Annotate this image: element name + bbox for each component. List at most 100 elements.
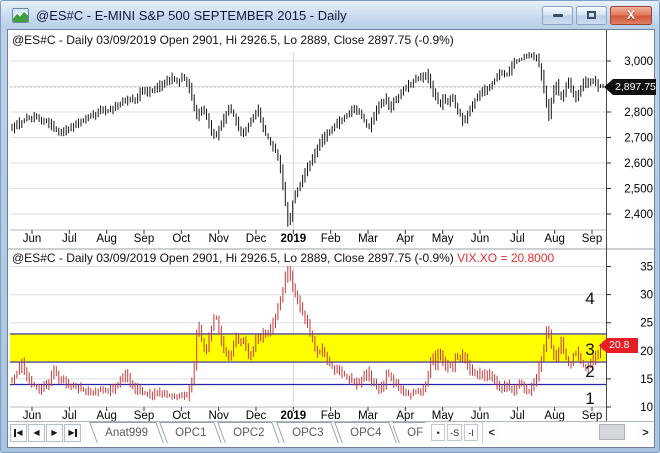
- y-axis-label: 30: [640, 290, 653, 302]
- tab-clipped-label: OF: [407, 427, 424, 439]
- maximize-button[interactable]: [576, 5, 607, 25]
- close-icon: X: [626, 8, 635, 22]
- x-axis-label: Jun: [471, 233, 490, 245]
- titlebar[interactable]: @ES#C - E-MINI S&P 500 SEPTEMBER 2015 - …: [1, 1, 659, 29]
- prev-tab-button[interactable]: ◀: [28, 423, 45, 442]
- series-bars: [11, 266, 604, 402]
- x-axis-label: Feb: [321, 233, 341, 245]
- snap-mode-button[interactable]: -S: [447, 424, 463, 441]
- last-tab-icon: [74, 428, 77, 437]
- tab-opc1[interactable]: OPC1: [159, 422, 223, 443]
- y-axis-label: 2,800: [624, 107, 653, 119]
- tab-opc2[interactable]: OPC2: [217, 422, 281, 443]
- x-axis-label: Aug: [96, 410, 116, 422]
- x-axis-label: Oct: [172, 410, 191, 422]
- chart-app-icon: [12, 7, 29, 23]
- tab-label: Anat999: [105, 427, 149, 439]
- x-axis-label: Jul: [510, 410, 525, 422]
- y-axis-label: 25: [640, 318, 653, 330]
- x-axis-label: Dec: [246, 410, 267, 422]
- x-axis-label: Nov: [208, 410, 229, 422]
- charts-canvas[interactable]: 3,000 2,800 2,700 2,600 2,500 2,400 35 30 25 20 15…: [8, 30, 656, 445]
- scroll-right-button[interactable]: >: [637, 422, 654, 443]
- x-axis-label: Sep: [582, 233, 602, 245]
- chart-area: 3,000 2,800 2,700 2,600 2,500 2,400 35 30 25 20 15…: [7, 29, 656, 448]
- zone-label-4: 4: [585, 289, 594, 308]
- tab-anat999[interactable]: Anat999: [89, 422, 164, 443]
- x-axis-label: Jun: [23, 410, 42, 422]
- first-tab-button[interactable]: ◀: [10, 423, 27, 442]
- first-tab-icon: [14, 428, 17, 437]
- y-axis-label: 2,700: [624, 133, 653, 145]
- y-axis-label: 35: [640, 262, 653, 274]
- x-axis-label: Mar: [358, 410, 378, 422]
- zone-label-1: 1: [585, 389, 594, 408]
- top-pane-header: @ES#C - Daily 03/09/2019 Open 2901, Hi 2…: [12, 33, 454, 47]
- scrollbar-track[interactable]: [500, 422, 637, 443]
- x-axis-label: Jun: [23, 233, 42, 245]
- x-axis-label: Jul: [62, 410, 77, 422]
- minimize-icon: [552, 13, 563, 17]
- x-axis-label: Sep: [134, 410, 154, 422]
- last-price-tag: 2,897.75: [604, 79, 656, 95]
- x-axis-label: Oct: [172, 233, 191, 245]
- x-axis-label: Nov: [208, 233, 229, 245]
- y-axis-label: 3,000: [624, 56, 653, 68]
- x-axis-label: May: [432, 410, 454, 422]
- x-axis-label: Jul: [510, 233, 525, 245]
- series-bars: [11, 52, 604, 227]
- tab-label: OPC2: [233, 427, 265, 439]
- tab-overflow-button[interactable]: •: [431, 424, 446, 441]
- maximize-icon: [587, 11, 596, 19]
- x-axis-label: Jun: [471, 410, 490, 422]
- x-axis-label: 2019: [281, 410, 307, 422]
- tab-nav-group: ◀ ◀ ▶ ▶: [8, 422, 84, 443]
- minimize-button[interactable]: [542, 5, 573, 25]
- close-button[interactable]: X: [610, 5, 652, 25]
- bottom-pane-header-indicator: VIX.XO = 20.8000: [453, 251, 555, 265]
- y-axis-label: 20: [640, 346, 653, 358]
- x-axis-label: Mar: [358, 233, 378, 245]
- zone-label-3: 3: [585, 340, 594, 359]
- workspace-tab-bar: ◀ ◀ ▶ ▶ Anat999 OPC1 OPC2 OPC3 OPC4 OF • -S …: [8, 421, 654, 443]
- tab-clipped[interactable]: OF: [393, 422, 426, 443]
- x-axis-label: Dec: [246, 233, 267, 245]
- tab-opc3[interactable]: OPC3: [275, 422, 339, 443]
- x-axis-label: Sep: [582, 410, 602, 422]
- tabs: Anat999 OPC1 OPC2 OPC3 OPC4: [89, 422, 397, 443]
- x-axis-label: Apr: [396, 410, 414, 422]
- tab-mini-buttons: • -S -I: [429, 422, 479, 443]
- y-axis-label: 2,400: [624, 209, 653, 221]
- bottom-pane-header: @ES#C - Daily 03/09/2019 Open 2901, Hi 2…: [12, 251, 554, 265]
- y-axis-label: 10: [640, 402, 653, 414]
- scrollbar-thumb[interactable]: [599, 424, 625, 440]
- vix-zone-band: [10, 333, 606, 363]
- vix-value-tag: 20.8: [599, 338, 638, 353]
- last-tab-button[interactable]: ▶: [64, 423, 81, 442]
- tab-label: OPC4: [350, 427, 382, 439]
- window-title: @ES#C - E-MINI S&P 500 SEPTEMBER 2015 - …: [36, 7, 347, 23]
- y-axis-label: 2,600: [624, 158, 653, 170]
- x-axis-label: Sep: [134, 233, 154, 245]
- x-axis-label: Jul: [62, 233, 77, 245]
- scroll-left-button[interactable]: <: [483, 422, 501, 443]
- tab-label: OPC3: [291, 427, 324, 439]
- x-axis-label: May: [432, 233, 454, 245]
- tab-label: OPC1: [175, 427, 207, 439]
- bottom-pane-header-symbol: @ES#C - Daily 03/09/2019 Open 2901, Hi 2…: [12, 251, 454, 265]
- y-axis-label: 2,500: [624, 184, 653, 196]
- zone-label-2: 2: [585, 362, 594, 381]
- y-axis-label: 15: [640, 374, 653, 386]
- x-axis-label: Aug: [96, 233, 116, 245]
- tab-opc4[interactable]: OPC4: [334, 422, 397, 443]
- horizontal-scrollbar: < >: [482, 422, 654, 443]
- next-tab-button[interactable]: ▶: [46, 423, 63, 442]
- interval-mode-button[interactable]: -I: [464, 424, 479, 441]
- x-axis-label: Aug: [544, 410, 564, 422]
- x-axis-label: Feb: [321, 410, 341, 422]
- next-tab-icon: ▶: [51, 427, 58, 437]
- x-axis-label: Apr: [396, 233, 414, 245]
- x-axis-label: Aug: [544, 233, 564, 245]
- prev-tab-icon: ◀: [33, 427, 40, 437]
